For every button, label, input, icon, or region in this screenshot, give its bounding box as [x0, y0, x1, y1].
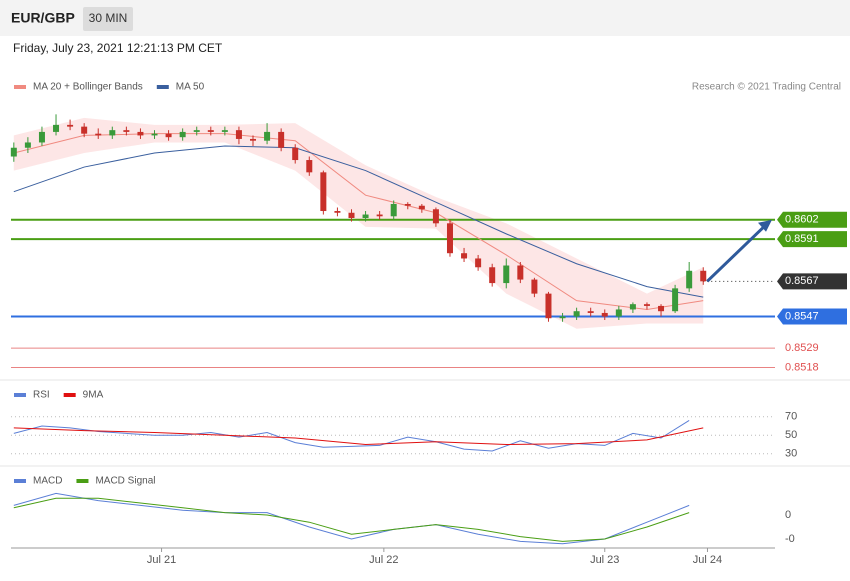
- timeframe[interactable]: 30 MIN: [89, 11, 128, 25]
- forecast-arrow: [706, 223, 768, 283]
- candle-body: [461, 253, 468, 259]
- candle-body: [615, 309, 622, 317]
- candle-body: [95, 133, 102, 136]
- legend-label: MA 20 + Bollinger Bands: [33, 82, 143, 93]
- candle-body: [531, 279, 538, 294]
- candle-body: [306, 160, 313, 173]
- moving-average: [13, 133, 704, 310]
- level-box: [777, 231, 847, 248]
- candle-body: [348, 212, 355, 219]
- source: Research © 2021 Trading Central: [692, 82, 841, 93]
- candle-body: [658, 305, 665, 312]
- candle-body: [517, 265, 524, 280]
- x-tick-label: Jul 23: [590, 554, 619, 566]
- candle-body: [334, 211, 341, 213]
- candle-body: [559, 316, 566, 319]
- y-tick-label: 70: [785, 411, 797, 423]
- legend-swatch: [14, 479, 26, 483]
- x-tick-label: Jul 22: [369, 554, 398, 566]
- candle-body: [672, 288, 679, 312]
- level-label: 0.8567: [785, 275, 819, 287]
- y-tick-label: -0: [785, 533, 795, 545]
- candle-body: [278, 131, 285, 148]
- candle-body: [643, 304, 650, 306]
- candle-body: [207, 130, 214, 132]
- candle-body: [53, 124, 60, 132]
- candle-body: [320, 172, 327, 212]
- candle-body: [418, 205, 425, 210]
- candle-body: [362, 214, 369, 219]
- level-label: 0.8518: [785, 361, 819, 373]
- candle-body: [109, 130, 116, 136]
- legend-swatch: [14, 393, 26, 397]
- candle-body: [686, 270, 693, 289]
- symbol: EUR/GBP: [11, 10, 75, 26]
- candle-body: [179, 131, 186, 138]
- candle-body: [475, 258, 482, 268]
- legend-label: MA 50: [176, 82, 205, 93]
- legend-label: MACD: [33, 476, 62, 487]
- candle-body: [67, 124, 74, 127]
- candle-body: [221, 130, 228, 132]
- rsi-line: [13, 427, 704, 446]
- candle-body: [24, 142, 31, 148]
- level-label: 0.8602: [785, 214, 819, 226]
- legend-swatch: [76, 479, 89, 483]
- candle-body: [10, 147, 17, 157]
- level-box: [777, 308, 847, 325]
- level-label: 0.8547: [785, 310, 819, 322]
- candle-body: [193, 130, 200, 132]
- candle-body: [235, 130, 242, 139]
- legend-label: 9MA: [83, 390, 104, 401]
- candle-body: [123, 130, 130, 132]
- moving-average: [13, 145, 704, 298]
- macd-line: [13, 497, 690, 542]
- macd-line: [13, 492, 690, 545]
- candle-body: [503, 265, 510, 284]
- level-label: 0.8591: [785, 233, 819, 245]
- candle-body: [545, 293, 552, 319]
- candle-body: [601, 312, 608, 317]
- candle-body: [404, 203, 411, 206]
- legend-label: MACD Signal: [95, 476, 155, 487]
- candle-body: [292, 147, 299, 161]
- candle-body: [573, 311, 580, 317]
- candle-body: [250, 138, 257, 141]
- candle-body: [489, 267, 496, 284]
- y-tick-label: 0: [785, 509, 791, 521]
- legend-swatch: [156, 85, 169, 89]
- y-tick-label: 50: [785, 429, 797, 441]
- header-bar: [0, 0, 850, 36]
- candle-body: [432, 209, 439, 224]
- bollinger-band: [13, 117, 704, 329]
- level-box: [777, 273, 847, 290]
- candle-body: [165, 133, 172, 138]
- candle-body: [587, 311, 594, 313]
- y-tick-label: 30: [785, 448, 797, 460]
- legend-swatch: [14, 85, 26, 89]
- timestamp: Friday, July 23, 2021 12:21:13 PM CET: [13, 41, 223, 55]
- level-label: 0.8529: [785, 342, 819, 354]
- candle-body: [264, 131, 271, 141]
- candle-body: [446, 223, 453, 254]
- arrow-head: [758, 219, 772, 232]
- candle-body: [376, 214, 383, 217]
- timeframe-button[interactable]: [83, 7, 133, 31]
- level-box: [777, 211, 847, 228]
- candle-body: [38, 131, 45, 143]
- candle-body: [137, 131, 144, 136]
- candle-body: [700, 270, 707, 282]
- x-tick-label: Jul 24: [693, 554, 722, 566]
- legend-swatch: [63, 393, 76, 397]
- candle-body: [151, 133, 158, 136]
- legend-label: RSI: [33, 390, 50, 401]
- candle-body: [390, 203, 397, 217]
- candle-body: [629, 304, 636, 310]
- candle-body: [81, 126, 88, 134]
- x-tick-label: Jul 21: [147, 554, 176, 566]
